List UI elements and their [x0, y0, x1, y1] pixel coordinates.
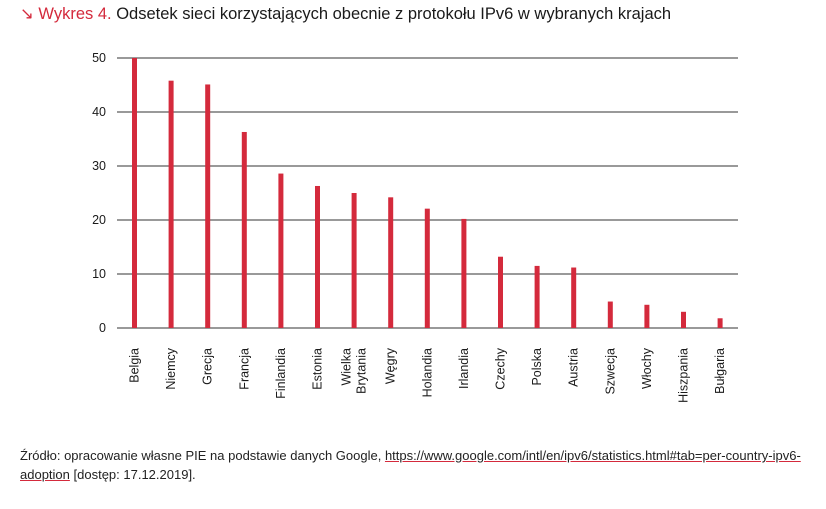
bar	[461, 218, 467, 328]
bar	[498, 256, 503, 328]
x-tick-label: Wielka Brytania	[340, 348, 369, 394]
y-tick-label: 40	[92, 105, 106, 119]
source-suffix: [dostęp: 17.12.2019].	[73, 467, 196, 482]
x-tick-label-line: Hiszpania	[677, 348, 691, 403]
x-tick-label-line: Polska	[530, 348, 544, 386]
x-tick-label-line: Bułgaria	[713, 348, 727, 394]
bar	[571, 267, 577, 328]
arrow-down-right-icon: ↘	[20, 5, 34, 23]
x-tick-label: Polska	[530, 348, 544, 386]
x-axis-labels: Belgia Niemcy Grecja Francja Finlandia Estoni…	[128, 347, 728, 403]
bar	[278, 173, 284, 328]
x-tick-label: Finlandia	[274, 348, 288, 399]
x-tick-label-line: Austria	[567, 348, 581, 387]
x-tick-label-line: Włochy	[640, 347, 654, 389]
bar	[644, 304, 650, 328]
bar	[168, 80, 174, 329]
bars	[132, 58, 723, 329]
y-axis-ticks: 0 10 20 30 40 50	[92, 51, 106, 335]
x-tick-label: Belgia	[128, 348, 142, 383]
y-tick-label: 20	[92, 213, 106, 227]
bar-chart: 0 10 20 30 40 50 Belgia Niemcy Grecja Francja Fin…	[92, 51, 738, 403]
x-tick-label: Hiszpania	[677, 348, 691, 403]
chart-title: ↘ Wykres 4. Odsetek sieci korzystających…	[20, 4, 671, 24]
bar	[351, 193, 357, 328]
bar	[681, 311, 686, 328]
x-tick-label: Bułgaria	[713, 348, 727, 394]
bar	[315, 185, 320, 328]
source-link[interactable]: https://www.google.com/intl/en/ipv6/stat…	[20, 448, 801, 482]
x-tick-label-line: Estonia	[311, 348, 325, 390]
x-tick-label-line: Wielka	[340, 348, 354, 386]
x-tick-label: Szwecja	[603, 348, 617, 395]
x-tick-label: Czechy	[494, 347, 508, 389]
x-tick-label-line: Grecja	[201, 348, 215, 385]
source-note: Źródło: opracowanie własne PIE na podsta…	[20, 446, 820, 484]
x-tick-label: Holandia	[420, 348, 434, 397]
x-tick-label: Grecja	[201, 348, 215, 385]
x-tick-label-line: Finlandia	[274, 348, 288, 399]
x-tick-label: Irlandia	[457, 348, 471, 389]
x-tick-label: Estonia	[311, 348, 325, 390]
x-tick-label: Włochy	[640, 347, 654, 389]
x-tick-label-line: Holandia	[420, 348, 434, 397]
bar	[388, 197, 394, 328]
x-tick-label: Austria	[567, 348, 581, 387]
x-tick-label-line: Węgry	[384, 347, 398, 384]
y-tick-label: 10	[92, 267, 106, 281]
bar	[717, 318, 723, 328]
bar	[607, 301, 613, 328]
x-tick-label-line: Niemcy	[164, 347, 178, 389]
x-tick-label: Węgry	[384, 347, 398, 384]
y-tick-label: 0	[99, 321, 106, 335]
bar	[205, 84, 211, 329]
figure-label: Wykres 4.	[38, 5, 112, 23]
x-tick-label: Francja	[237, 348, 251, 390]
x-tick-label: Niemcy	[164, 347, 178, 389]
y-tick-label: 30	[92, 159, 106, 173]
bar	[424, 208, 430, 328]
source-prefix: Źródło: opracowanie własne PIE na podsta…	[20, 448, 382, 463]
y-tick-label: 50	[92, 51, 106, 65]
x-tick-label-line: Irlandia	[457, 348, 471, 389]
x-tick-label-line: Belgia	[128, 348, 142, 383]
bar	[132, 58, 137, 328]
bar	[534, 265, 540, 328]
x-tick-label-line: Czechy	[494, 347, 508, 389]
x-tick-label-line: Szwecja	[603, 348, 617, 395]
chart-title-text: Odsetek sieci korzystających obecnie z p…	[116, 5, 672, 23]
x-tick-label-line: Francja	[237, 348, 251, 390]
bar	[241, 131, 247, 328]
x-tick-label-line: Brytania	[355, 348, 369, 394]
